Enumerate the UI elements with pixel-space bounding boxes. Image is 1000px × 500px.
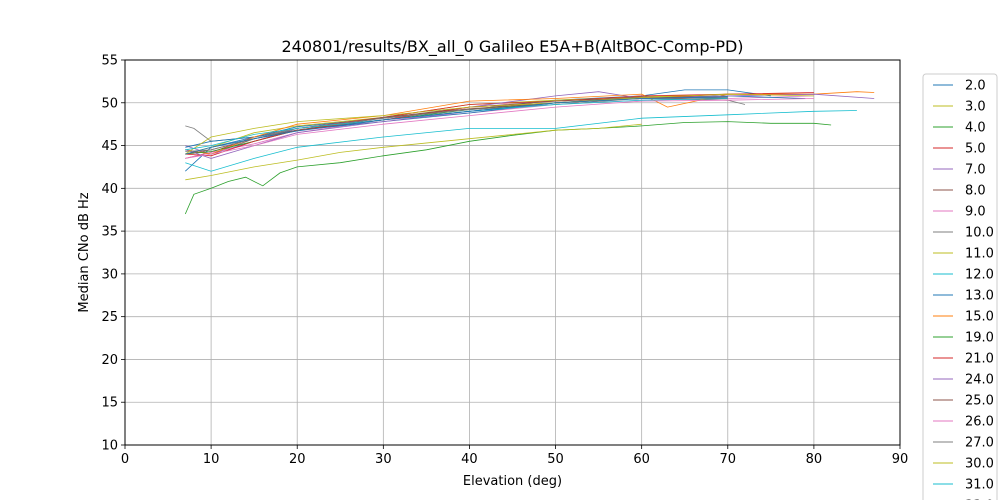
series-line-5-0	[185, 93, 814, 159]
plot-frame	[124, 59, 901, 446]
y-tick-label: 25	[101, 310, 118, 325]
legend-label: 27.0	[965, 436, 994, 451]
legend-label: 10.0	[965, 226, 994, 241]
x-tick-label: 30	[375, 452, 392, 467]
series-line-26-0	[185, 98, 814, 159]
y-tick-label: 20	[101, 353, 118, 368]
legend-label: 33.0	[965, 499, 994, 500]
x-tick-label: 20	[289, 452, 306, 467]
series-line-4-0	[184, 121, 832, 215]
legend-label: 4.0	[965, 121, 986, 136]
grid	[124, 59, 901, 446]
legend-label: 5.0	[965, 142, 986, 157]
legend-label: 2.0	[965, 79, 986, 94]
series-line-30-0	[185, 93, 814, 155]
legend-label: 12.0	[965, 268, 994, 283]
legend-box	[922, 73, 998, 500]
legend-label: 9.0	[965, 205, 986, 220]
legend-label: 7.0	[965, 163, 986, 178]
x-tick-label: 60	[633, 452, 650, 467]
x-tick-label: 80	[806, 452, 823, 467]
x-axis-label: Elevation (deg)	[463, 474, 562, 489]
legend-label: 30.0	[965, 457, 994, 472]
x-tick-label: 0	[121, 452, 129, 467]
y-tick-label: 35	[101, 225, 118, 240]
series-line-27-0	[185, 97, 728, 152]
x-tick-label: 40	[461, 452, 478, 467]
series-line-12-0	[185, 110, 857, 172]
legend-label: 8.0	[965, 184, 986, 199]
legend-label: 25.0	[965, 394, 994, 409]
series-line-2-0	[185, 89, 771, 172]
chart-title: 240801/results/BX_all_0 Galileo E5A+B(Al…	[281, 37, 743, 57]
series-line-33-0	[185, 96, 728, 155]
x-tick-label: 90	[892, 452, 909, 467]
series-lines	[184, 89, 875, 215]
legend-label: 13.0	[965, 289, 994, 304]
legend-label: 21.0	[965, 352, 994, 367]
legend-label: 24.0	[965, 373, 994, 388]
y-tick-label: 30	[101, 267, 118, 282]
legend-label: 15.0	[965, 310, 994, 325]
legend: 2.0 3.0 4.0 5.0 7.0 8.0 9.0 10.0 11.0 12.0 13.0 15.…	[922, 73, 998, 500]
legend-label: 26.0	[965, 415, 994, 430]
legend-label: 3.0	[965, 100, 986, 115]
y-tick-label: 15	[101, 396, 118, 411]
y-tick-label: 45	[101, 139, 118, 154]
x-tick-label: 10	[203, 452, 220, 467]
legend-label: 19.0	[965, 331, 994, 346]
legend-label: 11.0	[965, 247, 994, 262]
y-tick-label: 55	[101, 54, 118, 69]
x-tick-label: 50	[547, 452, 564, 467]
series-line-11-0	[185, 123, 642, 181]
legend-label: 31.0	[965, 478, 994, 493]
y-tick-label: 10	[101, 439, 118, 454]
y-tick-label: 50	[101, 96, 118, 111]
x-tick-label: 70	[720, 452, 737, 467]
y-axis-label: Median CNo dB Hz	[77, 192, 92, 312]
y-tick-label: 40	[101, 182, 118, 197]
